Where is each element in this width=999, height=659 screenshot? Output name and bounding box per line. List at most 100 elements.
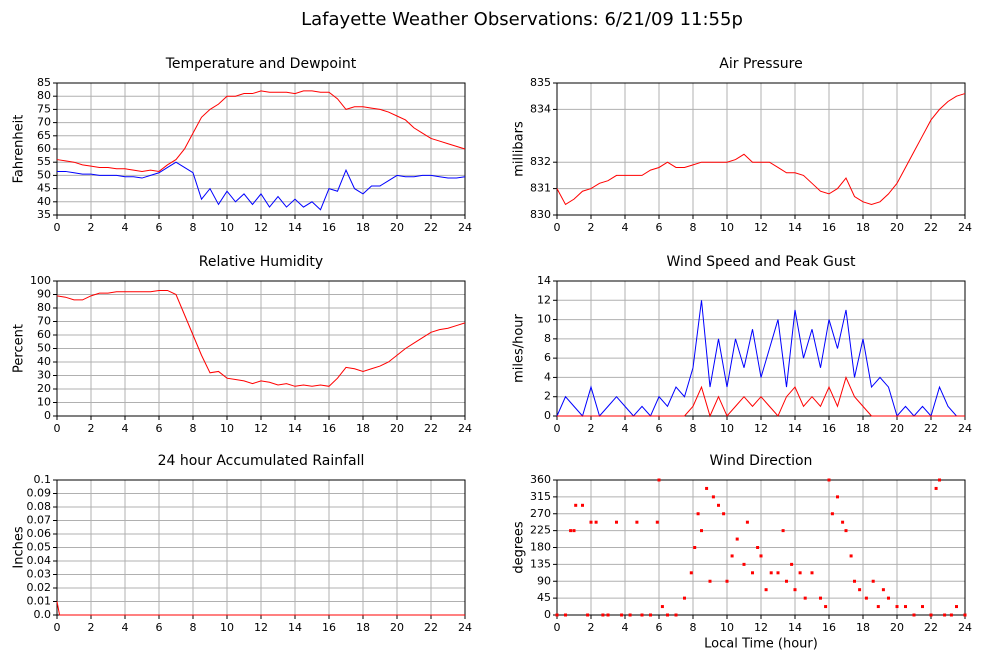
line-series <box>57 161 466 211</box>
point <box>836 495 839 499</box>
x-tick-label: 20 <box>390 621 404 634</box>
x-tick-label: 8 <box>190 422 197 435</box>
y-tick-label: 45 <box>37 182 51 195</box>
x-tick-label: 24 <box>958 221 972 234</box>
x-tick-label: 20 <box>390 422 404 435</box>
y-axis-label: Inches <box>12 526 27 568</box>
x-tick-label: 24 <box>458 221 472 234</box>
x-tick-label: 0 <box>54 422 61 435</box>
y-axis-label: millibars <box>512 121 527 177</box>
x-tick-label: 22 <box>924 221 938 234</box>
y-tick-label: 50 <box>37 168 51 181</box>
x-tick-label: 6 <box>656 621 663 634</box>
y-tick-label: 70 <box>37 116 51 129</box>
point <box>781 529 785 533</box>
x-tick-label: 2 <box>88 422 95 435</box>
x-tick-label: 2 <box>588 422 595 435</box>
point <box>895 605 899 609</box>
point <box>827 478 831 482</box>
y-tick-label: 80 <box>37 301 51 314</box>
y-tick-label: 0 <box>544 409 551 422</box>
y-tick-label: 180 <box>530 541 551 554</box>
chart-title: Wind Direction <box>710 453 813 469</box>
x-tick-label: 10 <box>720 221 734 234</box>
point <box>949 613 953 617</box>
x-tick-label: 14 <box>288 422 302 435</box>
point <box>730 554 734 558</box>
y-tick-label: 0.09 <box>27 487 52 500</box>
y-axis-label: degrees <box>512 521 527 574</box>
point <box>790 562 794 566</box>
point <box>705 486 709 490</box>
y-tick-label: 30 <box>37 369 51 382</box>
y-tick-label: 10 <box>537 313 551 326</box>
point <box>725 579 729 583</box>
point <box>824 605 828 609</box>
point <box>938 478 941 482</box>
chart-title: Temperature and Dewpoint <box>165 56 357 72</box>
point <box>689 571 693 575</box>
x-tick-label: 16 <box>822 422 836 435</box>
chart-title: 24 hour Accumulated Rainfall <box>158 453 365 469</box>
y-tick-label: 0 <box>544 608 551 621</box>
x-tick-label: 10 <box>220 221 234 234</box>
x-tick-label: 0 <box>554 621 561 634</box>
point <box>943 613 947 617</box>
point <box>819 596 822 600</box>
point <box>810 571 814 575</box>
point <box>912 613 916 617</box>
point <box>666 613 669 617</box>
y-tick-label: 75 <box>37 102 51 115</box>
y-tick-label: 835 <box>530 76 551 89</box>
point <box>793 588 797 592</box>
point <box>717 503 720 507</box>
y-tick-label: 830 <box>530 208 551 221</box>
point <box>640 613 644 617</box>
line-series <box>556 93 966 206</box>
y-tick-label: 60 <box>37 328 51 341</box>
y-tick-label: 315 <box>530 490 551 503</box>
y-tick-label: 8 <box>544 332 551 345</box>
page-title: Lafayette Weather Observations: 6/21/09 … <box>301 9 743 30</box>
x-tick-label: 12 <box>254 221 268 234</box>
x-tick-label: 22 <box>424 221 438 234</box>
point <box>955 605 958 609</box>
x-tick-label: 10 <box>220 621 234 634</box>
chart-title: Wind Speed and Peak Gust <box>667 254 856 270</box>
x-tick-label: 10 <box>720 422 734 435</box>
y-tick-label: 90 <box>37 288 51 301</box>
point <box>696 512 700 516</box>
x-tick-label: 16 <box>322 621 336 634</box>
point <box>620 613 624 617</box>
x-tick-label: 24 <box>458 422 472 435</box>
point <box>635 520 639 524</box>
point <box>803 596 807 600</box>
x-tick-label: 4 <box>622 422 629 435</box>
x-tick-label: 8 <box>690 621 697 634</box>
y-tick-label: 100 <box>30 274 51 287</box>
y-tick-label: 85 <box>37 76 51 89</box>
y-tick-label: 0.01 <box>27 595 52 608</box>
x-tick-label: 18 <box>356 422 370 435</box>
y-tick-label: 0.08 <box>27 500 52 513</box>
point <box>756 546 760 549</box>
y-tick-label: 20 <box>37 382 51 395</box>
x-tick-label: 4 <box>122 221 129 234</box>
point <box>887 596 890 600</box>
x-tick-label: 14 <box>788 221 802 234</box>
y-tick-label: 135 <box>530 557 551 570</box>
plot-frame <box>556 479 966 616</box>
point <box>742 562 746 566</box>
x-tick-label: 12 <box>754 221 768 234</box>
y-tick-label: 0.07 <box>27 514 52 527</box>
y-tick-label: 0.03 <box>27 568 52 581</box>
y-tick-label: 40 <box>37 355 51 368</box>
x-tick-label: 4 <box>622 621 629 634</box>
point <box>929 613 933 617</box>
x-tick-label: 20 <box>890 422 904 435</box>
x-tick-label: 22 <box>924 621 938 634</box>
x-tick-label: 8 <box>190 221 197 234</box>
y-tick-label: 0.1 <box>34 473 52 486</box>
x-tick-label: 0 <box>54 621 61 634</box>
point <box>921 605 924 609</box>
